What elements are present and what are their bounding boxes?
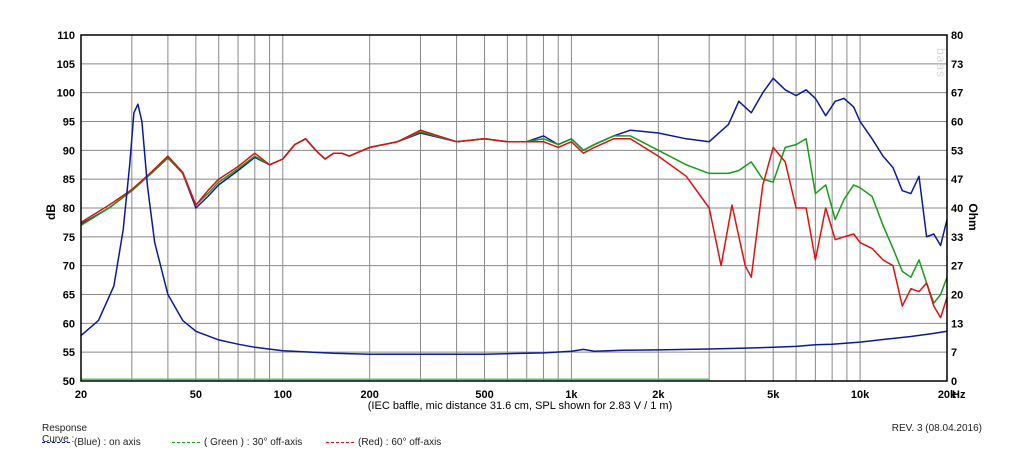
y-tick-label-right: 27 <box>951 261 963 273</box>
y-tick-label-left: 100 <box>57 88 75 100</box>
legend-swatch-blue <box>42 442 70 443</box>
legend-item-green: ( Green ) : 30° off-axis <box>172 437 302 448</box>
y-tick-label-right: 40 <box>951 203 963 215</box>
revision-label: REV. 3 (08.04.2016) <box>891 423 982 434</box>
y-tick-label-right: 53 <box>951 145 963 157</box>
y-tick-label-right: 73 <box>951 59 963 71</box>
x-tick-label: 100 <box>274 389 292 401</box>
watermark: baas <box>934 48 948 78</box>
x-tick-label: 1k <box>565 389 578 401</box>
y-tick-label-right: 80 <box>951 30 963 42</box>
y-tick-label-right: 20 <box>951 290 963 302</box>
frequency-response-chart: 20 50 100 200 500 1k 2k 5k 10k 20k505560657075808… <box>44 30 980 412</box>
y-tick-label-left: 85 <box>63 174 75 186</box>
series-line-red <box>80 129 948 319</box>
legend-label-green: ( Green ) : 30° off-axis <box>204 437 303 448</box>
y-tick-label-left: 70 <box>63 261 75 273</box>
legend-swatch-red <box>326 442 354 443</box>
x-tick-label: 20 <box>75 389 87 401</box>
grid <box>80 34 948 382</box>
y-tick-label-left: 75 <box>63 232 75 244</box>
y-tick-label-left: 55 <box>63 347 75 359</box>
y-tick-label-left: 80 <box>63 203 75 215</box>
x-tick-label: 50 <box>190 389 202 401</box>
series <box>80 77 948 381</box>
y-tick-label-right: 33 <box>951 232 963 244</box>
y-tick-label-left: 105 <box>57 59 75 71</box>
legend-title: Response Curve : <box>42 423 88 445</box>
plot-frame <box>80 34 948 382</box>
x-tick-label: 2k <box>652 389 665 401</box>
series-line-impedance <box>80 103 948 355</box>
y-axis-label-right: Ohm <box>966 203 980 230</box>
y-axis-label-left: dB <box>44 204 58 220</box>
series-line-blue <box>80 77 948 247</box>
legend-swatch-green <box>172 442 200 443</box>
y-tick-label-left: 60 <box>63 318 75 330</box>
y-tick-label-left: 95 <box>63 117 75 129</box>
legend-label-red: (Red) : 60° off-axis <box>358 437 442 448</box>
y-tick-label-right: 67 <box>951 88 963 100</box>
y-tick-label-right: 60 <box>951 117 963 129</box>
y-tick-label-left: 65 <box>63 290 75 302</box>
y-tick-label-left: 50 <box>63 376 75 388</box>
y-tick-label-right: 0 <box>951 376 957 388</box>
y-tick-label-right: 47 <box>951 174 963 186</box>
legend-item-blue: (Blue) : on axis <box>42 437 141 448</box>
x-tick-label: 10k <box>851 389 870 401</box>
y-tick-label-left: 110 <box>57 30 75 42</box>
x-tick-label: 5k <box>767 389 780 401</box>
legend-label-blue: (Blue) : on axis <box>74 437 141 448</box>
y-tick-label-left: 90 <box>63 145 75 157</box>
x-tick-label: 20k <box>938 389 957 401</box>
x-tick-label: 500 <box>475 389 493 401</box>
series-line-green <box>80 131 948 304</box>
axes: 20 50 100 200 500 1k 2k 5k 10k 20k505560657075808… <box>57 30 964 401</box>
y-tick-label-right: 7 <box>951 347 957 359</box>
chart-caption: (IEC baffle, mic distance 31.6 cm, SPL s… <box>368 400 672 412</box>
legend-item-red: (Red) : 60° off-axis <box>326 437 441 448</box>
x-axis-unit: Hz <box>952 389 966 401</box>
x-tick-label: 200 <box>360 389 378 401</box>
y-tick-label-right: 13 <box>951 318 963 330</box>
